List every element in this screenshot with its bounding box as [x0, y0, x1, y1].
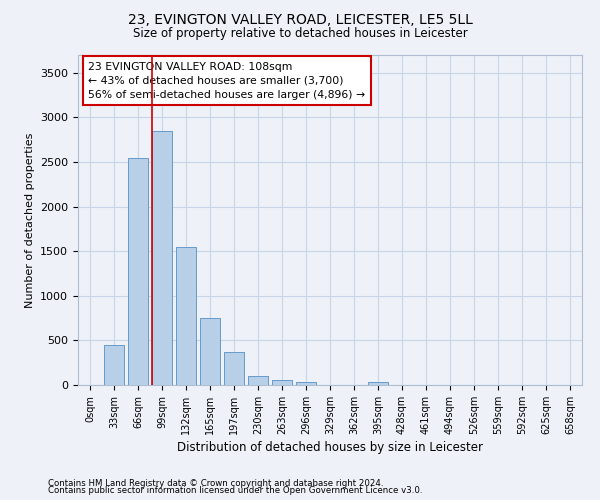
Text: 23, EVINGTON VALLEY ROAD, LEICESTER, LE5 5LL: 23, EVINGTON VALLEY ROAD, LEICESTER, LE5… [128, 12, 472, 26]
Text: Size of property relative to detached houses in Leicester: Size of property relative to detached ho… [133, 28, 467, 40]
Bar [248, 376, 268, 385]
Bar [104, 345, 124, 385]
X-axis label: Distribution of detached houses by size in Leicester: Distribution of detached houses by size … [177, 441, 483, 454]
Bar [272, 380, 292, 385]
Bar [368, 382, 388, 385]
Text: 23 EVINGTON VALLEY ROAD: 108sqm
← 43% of detached houses are smaller (3,700)
56%: 23 EVINGTON VALLEY ROAD: 108sqm ← 43% of… [88, 62, 365, 100]
Text: Contains HM Land Registry data © Crown copyright and database right 2024.: Contains HM Land Registry data © Crown c… [48, 478, 383, 488]
Bar [296, 382, 316, 385]
Bar [128, 158, 148, 385]
Bar [200, 318, 220, 385]
Y-axis label: Number of detached properties: Number of detached properties [25, 132, 35, 308]
Bar [152, 131, 172, 385]
Text: Contains public sector information licensed under the Open Government Licence v3: Contains public sector information licen… [48, 486, 422, 495]
Bar [176, 247, 196, 385]
Bar [224, 352, 244, 385]
